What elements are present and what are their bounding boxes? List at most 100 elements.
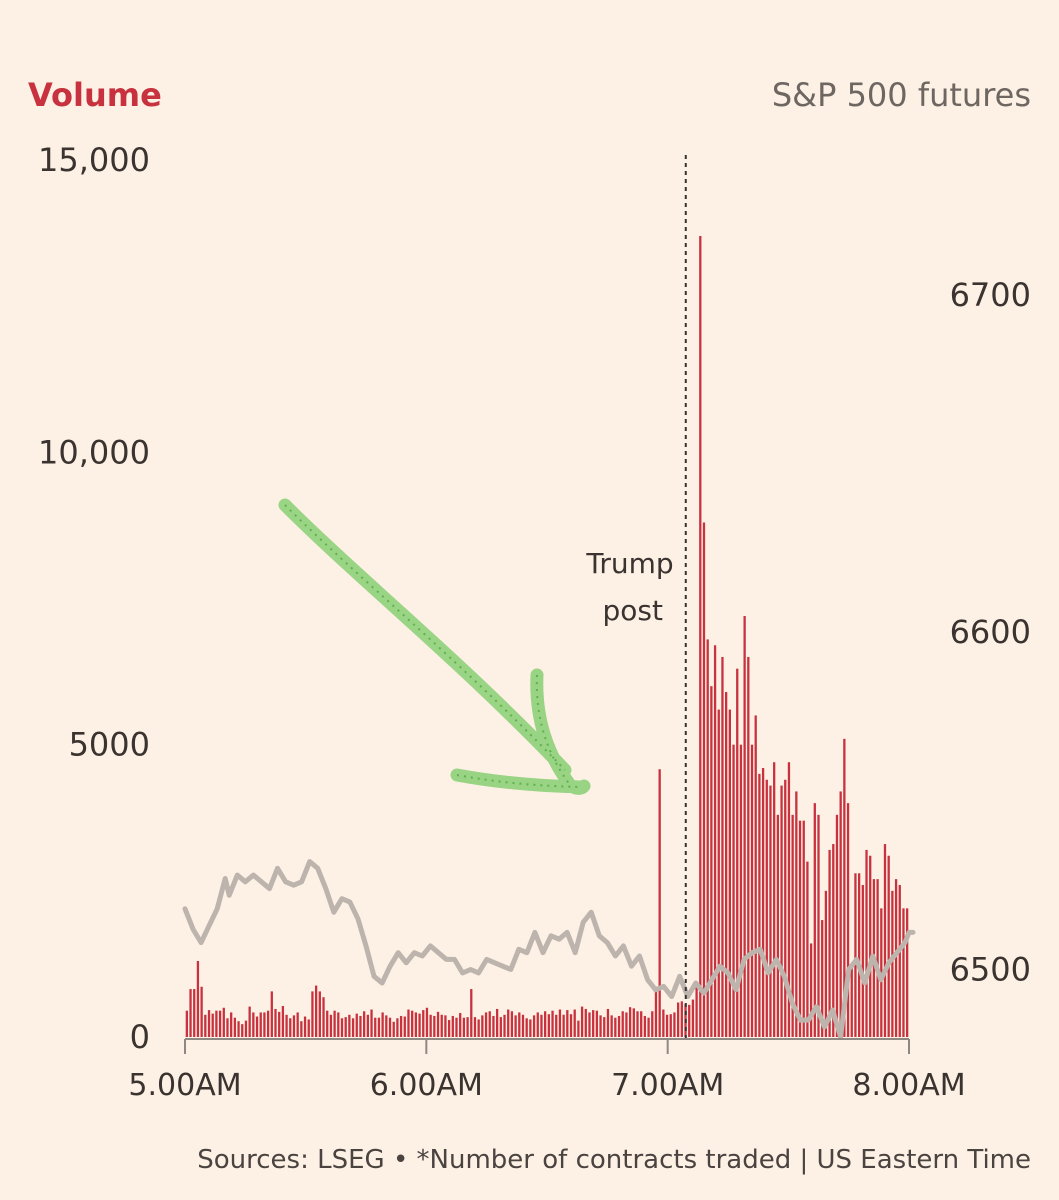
left-axis-title: Volume xyxy=(28,76,162,114)
volume-bar xyxy=(503,1014,506,1037)
volume-bar xyxy=(906,908,909,1037)
volume-bar xyxy=(525,1018,528,1037)
volume-bar xyxy=(377,1017,381,1037)
right-tick-label: 6500 xyxy=(950,951,1031,989)
volume-bar xyxy=(514,1015,517,1037)
volume-bar xyxy=(455,1017,458,1037)
volume-bar xyxy=(606,1008,610,1037)
volume-bar xyxy=(632,1008,635,1037)
volume-bar xyxy=(592,1010,595,1037)
volume-bar xyxy=(806,861,809,1037)
volume-bar xyxy=(370,1009,373,1037)
volume-bar xyxy=(787,762,791,1037)
volume-bar xyxy=(628,1007,632,1037)
volume-bar xyxy=(307,1019,310,1037)
volume-bar xyxy=(255,1016,259,1037)
volume-bar xyxy=(595,1010,599,1037)
volume-bar xyxy=(813,803,816,1037)
volume-bar xyxy=(695,986,698,1037)
volume-bar xyxy=(532,1015,536,1037)
volume-bar xyxy=(566,1010,569,1037)
volume-bar xyxy=(244,1020,248,1037)
price-series-group xyxy=(182,859,916,1040)
volume-bar xyxy=(196,960,200,1037)
volume-bar xyxy=(636,1011,639,1037)
volume-bar xyxy=(887,855,890,1037)
volume-bar xyxy=(555,1014,558,1037)
volume-bar xyxy=(473,1017,477,1037)
volume-bar xyxy=(296,1012,299,1037)
volume-bar xyxy=(403,1016,406,1037)
volume-bar xyxy=(732,744,735,1037)
volume-bar xyxy=(222,1007,225,1037)
right-axis-title: S&P 500 futures xyxy=(772,76,1031,114)
right-tick-label: 6700 xyxy=(950,276,1031,314)
volume-bar xyxy=(355,1013,358,1037)
volume-bar xyxy=(529,1019,532,1037)
volume-bar xyxy=(459,1013,462,1037)
annotation-arrow-texture-left xyxy=(456,774,581,788)
volume-bar xyxy=(292,1015,296,1037)
volume-bar xyxy=(617,1015,621,1037)
volume-bar xyxy=(562,1014,565,1037)
volume-bar xyxy=(769,785,772,1037)
volume-bar xyxy=(407,1009,410,1037)
volume-bar xyxy=(610,1015,613,1037)
right-axis-ticks: 6500 6600 6700 xyxy=(950,276,1031,989)
volume-bar xyxy=(337,1012,340,1037)
volume-bar xyxy=(643,1015,647,1037)
volume-bar xyxy=(880,908,883,1037)
volume-bar xyxy=(580,1006,584,1037)
volume-bar xyxy=(447,1020,451,1037)
volume-bar xyxy=(481,1015,484,1037)
volume-bar xyxy=(521,1014,525,1037)
volume-bar xyxy=(717,709,720,1037)
volume-bar xyxy=(207,1010,211,1037)
volume-bar xyxy=(451,1015,454,1037)
volume-bar xyxy=(676,1002,680,1037)
annotation-arrow-shaft xyxy=(278,498,572,777)
volume-bar xyxy=(835,814,839,1037)
volume-bar xyxy=(314,985,318,1037)
volume-bar xyxy=(241,1024,244,1037)
volume-bar xyxy=(802,820,805,1037)
x-tick-label: 7.00AM xyxy=(611,1068,724,1103)
volume-bar xyxy=(898,884,901,1037)
volume-bar xyxy=(680,1001,683,1037)
volume-bar xyxy=(865,849,868,1037)
volume-bar xyxy=(854,873,857,1037)
volume-bar xyxy=(894,879,898,1037)
annotation-arrow-texture xyxy=(284,504,581,788)
event-marker-label-line2: post xyxy=(603,594,663,627)
volume-bar xyxy=(252,1012,255,1037)
volume-bar xyxy=(754,715,757,1037)
volume-bar xyxy=(846,803,850,1037)
volume-bar xyxy=(713,645,717,1037)
volume-bar xyxy=(773,762,776,1037)
volume-bar xyxy=(189,989,192,1037)
volume-bar xyxy=(351,1018,355,1037)
volume-bar xyxy=(484,1012,488,1037)
volume-bar xyxy=(359,1015,362,1037)
volume-bar xyxy=(728,709,731,1037)
left-tick-label: 5000 xyxy=(69,726,150,764)
volume-bar xyxy=(218,1010,222,1037)
volume-bar xyxy=(433,1015,436,1037)
volume-bar xyxy=(725,692,728,1037)
volume-bar xyxy=(761,768,765,1037)
volume-bar xyxy=(329,1014,333,1037)
volume-bar xyxy=(750,744,754,1037)
volume-bar xyxy=(436,1011,440,1037)
annotation-arrow-texture-shaft xyxy=(284,504,566,771)
volume-bar xyxy=(798,820,802,1037)
volume-bar xyxy=(322,997,325,1037)
volume-bar xyxy=(411,1010,414,1037)
volume-bar xyxy=(326,1010,329,1037)
volume-bar xyxy=(422,1010,425,1037)
volume-bar xyxy=(869,855,872,1037)
annotation-arrow xyxy=(278,498,591,795)
x-tick-label: 6.00AM xyxy=(370,1068,483,1103)
volume-bar xyxy=(211,1013,214,1037)
volume-bar xyxy=(396,1018,399,1037)
